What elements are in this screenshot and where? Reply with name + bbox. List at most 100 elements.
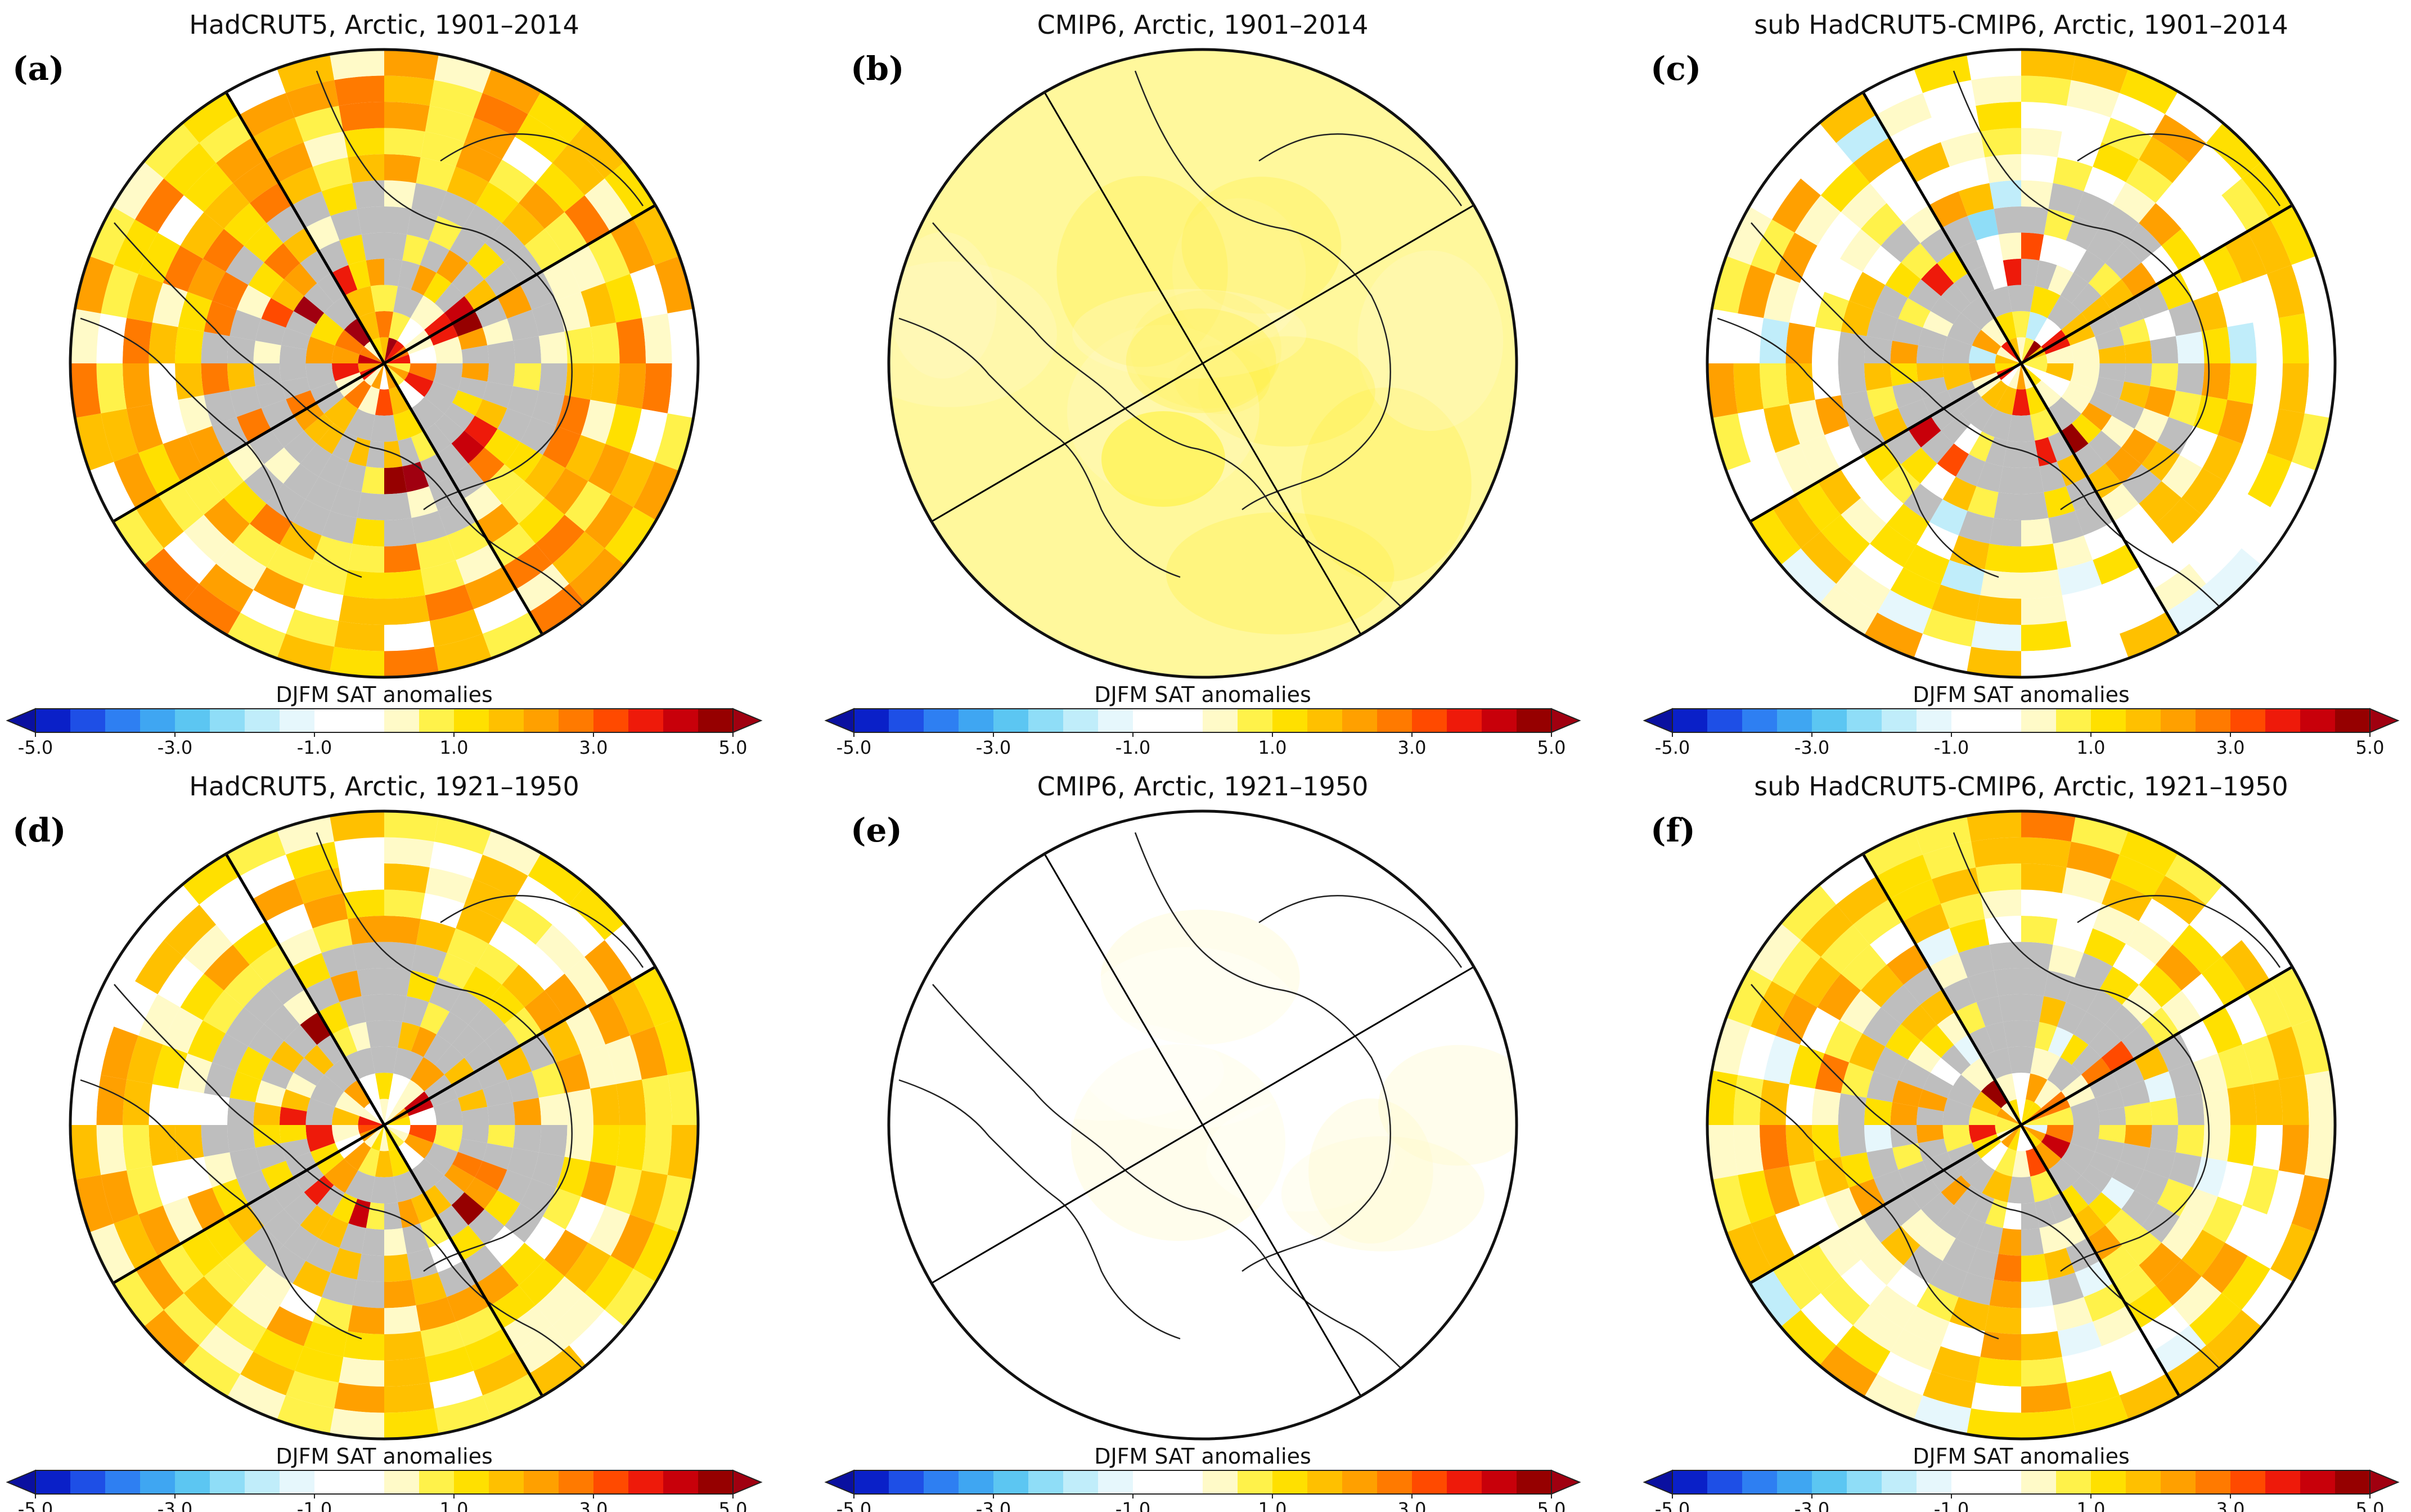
- model-field-patch: [1198, 336, 1375, 447]
- grid-cell: [1901, 1209, 1937, 1245]
- grid-cell: [1898, 399, 1931, 429]
- grid-cell: [416, 1297, 456, 1331]
- grid-cell: [429, 80, 483, 118]
- grid-cell: [2026, 1148, 2048, 1177]
- grid-cell: [1967, 970, 1999, 1002]
- grid-cell: [2270, 461, 2316, 520]
- grid-cell: [384, 1357, 430, 1387]
- grid-cell: [255, 318, 286, 345]
- grid-cell: [2030, 286, 2061, 318]
- grid-cell: [344, 318, 371, 347]
- grid-cell: [178, 1053, 213, 1094]
- grid-cell: [2270, 206, 2316, 266]
- coastline: [1717, 317, 1999, 578]
- colorbar-swatch: [524, 1470, 559, 1494]
- grid-cell: [1917, 166, 1959, 205]
- grid-cell: [564, 1125, 593, 1162]
- grid-cell: [1930, 296, 1962, 325]
- grid-cell: [423, 1185, 452, 1216]
- grid-cell: [317, 1034, 345, 1065]
- grid-cell: [2102, 1329, 2152, 1371]
- grid-cell: [2227, 322, 2257, 363]
- grid-cell: [475, 182, 519, 223]
- grid-cell: [224, 203, 267, 246]
- grid-cell: [1923, 609, 1976, 647]
- grid-cell: [475, 1265, 519, 1307]
- coastline: [2077, 133, 2281, 206]
- grid-cell: [2034, 1079, 2062, 1109]
- grid-cell: [520, 1033, 556, 1072]
- grid-cell: [1892, 1080, 1923, 1107]
- grid-cell: [2016, 1125, 2026, 1151]
- grid-cell: [244, 1226, 284, 1266]
- grid-cell: [2152, 114, 2206, 163]
- grid-cell: [253, 340, 281, 363]
- grid-cell: [604, 507, 656, 565]
- grid-cell: [384, 646, 439, 677]
- grid-cell: [249, 943, 293, 985]
- grid-cell: [286, 1073, 317, 1099]
- grid-cell: [280, 363, 307, 382]
- grid-cell: [2086, 989, 2122, 1025]
- grid-cell: [310, 1074, 344, 1108]
- grid-cell: [2021, 492, 2049, 520]
- model-field-patch: [1181, 177, 1342, 314]
- grid-cell: [393, 286, 424, 318]
- grid-cell: [232, 159, 280, 204]
- grid-cell: [544, 212, 588, 259]
- grid-cell: [2041, 372, 2071, 397]
- model-field-patch: [1154, 1078, 1265, 1154]
- grid-cell: [2047, 295, 2081, 330]
- grid-cell: [339, 102, 384, 132]
- grid-cell: [402, 461, 429, 492]
- grid-cell: [339, 1357, 384, 1387]
- grid-cell: [330, 486, 362, 518]
- grid-cell: [2157, 272, 2193, 310]
- map-boundary: [1706, 809, 2337, 1441]
- grid-cell: [1917, 521, 1959, 560]
- grid-cell: [1971, 837, 2021, 868]
- colorbar-swatch: [280, 709, 315, 732]
- grid-cell: [1733, 363, 1764, 413]
- grid-cell: [1794, 1243, 1841, 1293]
- grid-cell: [2021, 180, 2053, 209]
- grid-cell: [2161, 1216, 2203, 1260]
- grid-cell: [384, 942, 416, 971]
- grid-cell: [2062, 1346, 2111, 1383]
- grid-cell: [255, 1080, 286, 1107]
- colorbar-swatch: [2196, 1470, 2231, 1494]
- grid-cell: [1820, 163, 1870, 212]
- grid-cell: [2227, 1084, 2257, 1125]
- colorbar-swatch: [105, 709, 141, 732]
- grid-cell: [384, 363, 411, 372]
- grid-cell: [2278, 313, 2309, 363]
- grid-cell: [352, 1279, 384, 1308]
- colorbar-title: DJFM SAT anomalies: [1913, 682, 2130, 707]
- grid-cell: [420, 131, 465, 167]
- grid-cell: [2021, 206, 2049, 235]
- grid-cell: [332, 1027, 358, 1058]
- grid-cell: [433, 336, 463, 363]
- colorbar-swatch: [280, 1470, 315, 1494]
- grid-cell: [444, 296, 475, 325]
- colorbar-swatch: [35, 1470, 71, 1494]
- grid-cell: [2021, 1125, 2041, 1148]
- grid-cell: [2193, 291, 2228, 332]
- grid-cell: [544, 1230, 588, 1277]
- grid-cell: [512, 363, 541, 391]
- grid-cell: [286, 609, 339, 647]
- grid-cell: [370, 1176, 398, 1204]
- grid-cell: [332, 345, 360, 363]
- grid-cell: [1749, 1268, 1801, 1327]
- grid-cell: [358, 386, 380, 415]
- grid-cell: [352, 180, 384, 209]
- grid-cell: [384, 1102, 404, 1125]
- grid-cell: [2062, 584, 2111, 621]
- grid-cell: [536, 924, 585, 974]
- grid-cell: [1998, 994, 2021, 1022]
- grid-cell: [462, 205, 502, 244]
- grid-cell: [2021, 863, 2067, 893]
- grid-cell: [1841, 498, 1887, 544]
- grid-cell: [452, 390, 483, 416]
